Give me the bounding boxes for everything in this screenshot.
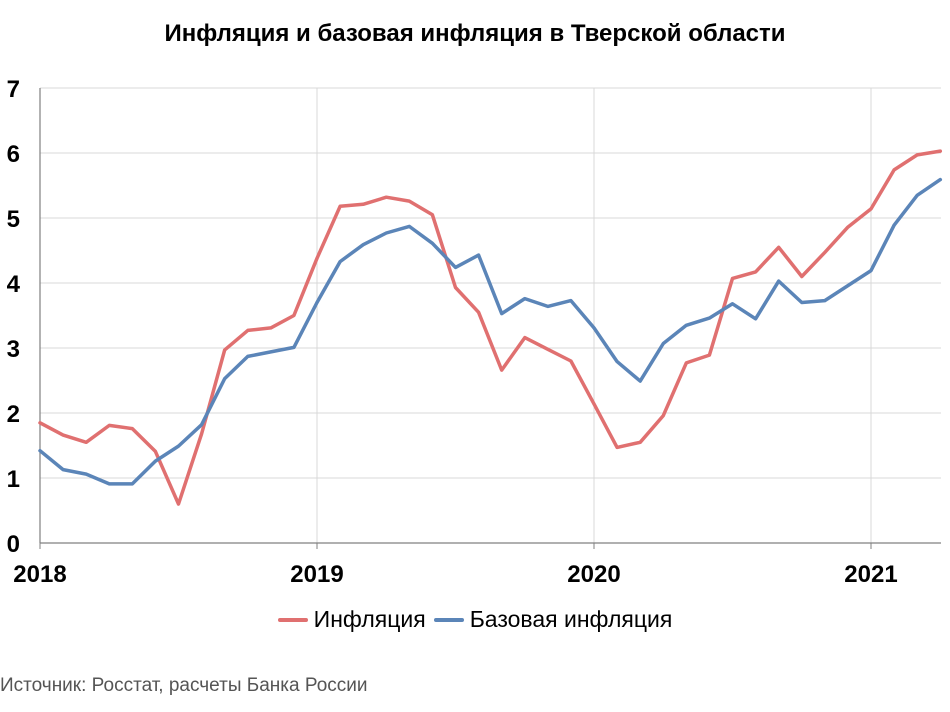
series-layer: [38, 149, 943, 506]
legend-item-core-inflation: Базовая инфляция: [433, 606, 673, 633]
legend-label-core-inflation: Базовая инфляция: [469, 606, 673, 632]
chart-title: Инфляция и базовая инфляция в Тверской о…: [164, 20, 786, 47]
core-inflation-line: [38, 177, 943, 486]
y-tick-label: 2: [7, 401, 20, 428]
y-tick-label: 1: [7, 466, 20, 493]
legend: Инфляция Базовая инфляция: [0, 606, 950, 633]
grid-layer: [40, 87, 941, 543]
y-tick-label: 3: [7, 336, 20, 363]
legend-swatch-core-inflation: [433, 617, 464, 622]
source-note: Источник: Росстат, расчеты Банка России: [0, 675, 368, 696]
legend-swatch-inflation: [277, 617, 308, 622]
tick-label-layer: 0 1 2 3 4 5 6 7 2018 2019 2020 2021: [7, 76, 898, 588]
inflation-line: [38, 149, 943, 506]
y-tick-label: 6: [7, 141, 20, 168]
y-tick-label: 4: [7, 271, 21, 298]
y-tick-label: 7: [7, 76, 20, 103]
y-tick-label: 0: [7, 531, 20, 558]
x-tick-label: 2020: [567, 561, 620, 588]
axis-layer: [39, 88, 941, 549]
y-tick-label: 5: [7, 206, 20, 233]
x-tick-label: 2021: [844, 561, 897, 588]
x-tick-label: 2019: [290, 561, 343, 588]
legend-item-inflation: Инфляция: [277, 606, 426, 633]
x-tick-label: 2018: [13, 561, 66, 588]
legend-label-inflation: Инфляция: [313, 606, 426, 632]
